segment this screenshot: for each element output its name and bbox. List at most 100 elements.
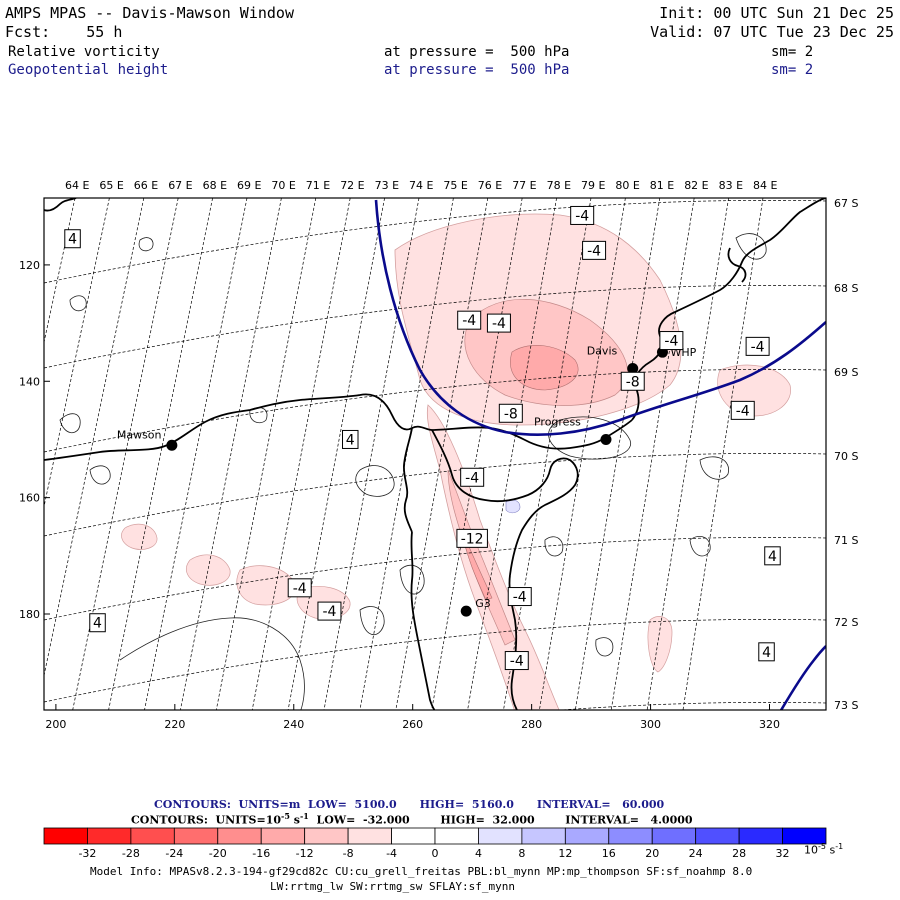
vorticity-contour-range: LOW= -32.000 HIGH= 32.000 INTERVAL= 4.00… [308,813,693,827]
longitude-label: 80 E [615,179,639,192]
meridian-line [108,198,213,710]
colorbar-tick-label: 24 [689,847,703,860]
colorbar-swatch [695,827,740,845]
contour-label-text: 4 [68,232,77,248]
vorticity-units-label: CONTOURS: UNITS=10 [131,813,282,827]
longitude-labels: 64 E 65 E 66 E 67 E 68 E 69 E 70 E 71 E 72 E 73 E… [65,179,777,192]
vorticity-units-seconds: s [289,813,300,827]
colorbar-tick-label: -28 [122,847,140,860]
meridian-line [395,198,489,710]
meridian-line [215,198,317,710]
longitude-label: 71 E [306,179,330,192]
meridian-line [539,198,626,710]
colorbar-swatch [738,827,783,845]
field1-smooth: sm= 2 [771,44,814,60]
contour-label-text: 4 [768,549,777,565]
colorbar-tick-label: 32 [776,847,790,860]
vorticity-contour-info: CONTOURS: UNITS=10-5 s-1 LOW= -32.000 HI… [131,812,693,826]
colorbar-swatch [347,827,392,845]
contour-label-text: -4 [664,334,678,350]
contour-label-text: -8 [504,406,518,422]
contour-label-text: 4 [762,645,771,661]
contour-label: -12 [456,528,488,548]
colorbar-tick-label: 8 [518,847,525,860]
contour-label: -4 [730,400,755,420]
contour-label-text: -4 [293,581,307,597]
latitude-label: 68 S [834,282,858,295]
y-tick-label: 180 [19,608,40,621]
x-tick-label: 200 [45,718,66,731]
height-contour-info: CONTOURS: UNITS=m LOW= 5100.0 HIGH= 5160… [154,798,665,811]
meridian-line [323,198,420,710]
colorbar-swatch [434,827,479,845]
parallel-line [557,702,826,710]
meridian-line [503,198,592,710]
colorbar-swatch [564,827,610,845]
colorbar-swatch [43,827,88,845]
y-axis-ticks: 120 140 160 180 [19,259,50,621]
field2-smooth: sm= 2 [771,62,814,78]
x-tick-label: 220 [164,718,185,731]
meridian-line [180,198,282,710]
contour-label: -4 [287,578,312,598]
contour-label-text: -4 [513,590,527,606]
contour-label-text: -4 [462,313,476,329]
station-label: Mawson [117,428,162,441]
station-marker [166,439,178,451]
longitude-label: 82 E [684,179,708,192]
x-tick-label: 300 [640,718,661,731]
contour-label-text: 4 [93,616,102,632]
contour-label-text: -8 [626,374,640,390]
contour-label: -8 [498,403,523,423]
longitude-label: 83 E [719,179,743,192]
longitude-label: 69 E [237,179,261,192]
colorbar-unit-base: 10 [804,843,818,857]
colorbar-tick-label: -32 [78,847,96,860]
contour-label: -4 [507,587,532,607]
field1-level: at pressure = 500 hPa [384,44,570,60]
colorbar-swatch [651,827,697,845]
contour-label: 4 [342,429,359,449]
contour-label-text: -4 [736,403,750,419]
station-marker [627,362,639,374]
field2-level: at pressure = 500 hPa [384,62,570,78]
contour-label: -4 [745,336,770,356]
longitude-label: 75 E [443,179,467,192]
vorticity-area-west1 [186,554,231,586]
meridian-line [467,198,557,710]
contour-label-text: -4 [587,243,601,259]
colorbar-swatch [217,827,262,845]
vorticity-area-davis-core [510,345,579,391]
meridian-line [431,198,523,710]
colorbar-swatch [782,827,827,845]
colorbar-swatch [173,827,219,845]
contour-labels: 4 -4 -4 -4 -4 -4 -4 -8 -4 -8 4 -4 -12 4 -4 -4 -4 4 4 -4 [64,205,781,671]
colorbar-swatch [608,827,653,845]
x-axis-ticks: 200 220 240 260 280 300 320 [45,704,780,731]
meridian-line [574,198,661,710]
parallel-line [44,369,826,453]
vorticity-area-south [647,616,673,673]
station-label: Davis [587,344,618,357]
colorbar-tick-label: 28 [732,847,746,860]
longitude-label: 65 E [99,179,123,192]
meridian-line [144,198,248,710]
contour-label: 4 [64,229,81,249]
contour-label-text: 4 [346,432,355,448]
colorbar-tick-label: -20 [209,847,227,860]
forecast-hour: Fcst: 55 h [5,23,123,41]
contour-label: -4 [486,313,511,333]
latitude-label: 69 S [834,366,858,379]
vorticity-band-core [461,529,493,601]
contour-label: -4 [570,205,595,225]
colorbar-swatch [478,827,523,845]
meridian-line [682,198,764,710]
colorbar-tick-label: 20 [645,847,659,860]
colorbar-tick-label: -8 [343,847,354,860]
geopotential-height-contours [374,199,826,710]
station-marker [600,433,612,445]
colorbar-tick-label: -16 [252,847,270,860]
model-info-line1: Model Info: MPASv8.2.3-194-gf29cd82c CU:… [90,865,753,878]
colorbar-unit-seconds-exponent: -1 [835,842,844,851]
